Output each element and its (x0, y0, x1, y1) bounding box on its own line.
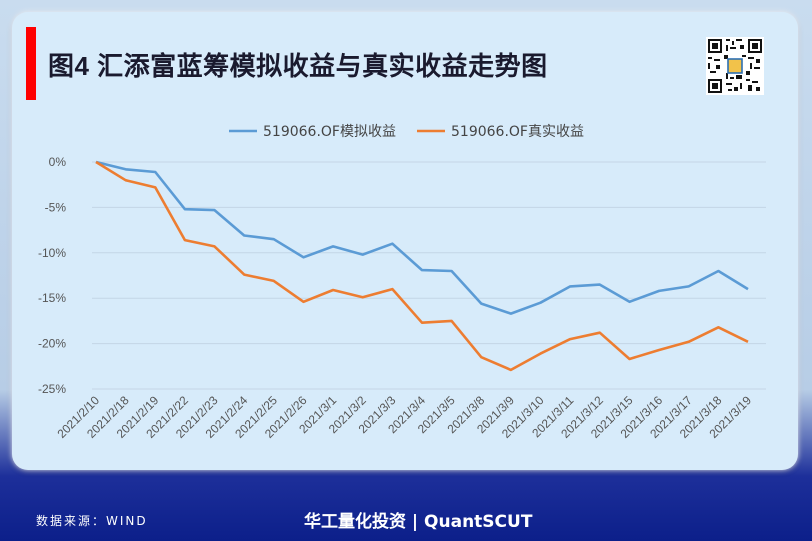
y-tick-label: -5% (45, 200, 67, 214)
x-axis-tick-labels: 2021/2/102021/2/182021/2/192021/2/222021… (54, 393, 754, 441)
y-tick-label: 0% (49, 155, 67, 169)
brand-footer: 华工量化投资 | QuantSCUT (304, 512, 533, 532)
chart-card (12, 12, 798, 470)
y-tick-label: -25% (38, 382, 66, 396)
data-source-note: 数据来源：WIND (36, 514, 148, 528)
y-tick-label: -10% (38, 246, 66, 260)
chart-title: 图4 汇添富蓝筹模拟收益与真实收益走势图 (48, 51, 548, 81)
series-line-1 (95, 160, 749, 372)
title-accent-bar (26, 27, 36, 100)
qr-code-icon (706, 37, 764, 95)
chart-legend: 519066.OF模拟收益 519066.OF真实收益 (229, 124, 584, 140)
legend-label: 519066.OF模拟收益 (263, 124, 396, 140)
y-tick-label: -20% (38, 337, 66, 351)
series-line-0 (95, 160, 749, 315)
grid-lines (92, 161, 766, 390)
series-lines (95, 160, 749, 372)
y-axis-tick-labels: 0% -5% -10% -15% -20% -25% (38, 155, 66, 396)
y-tick-label: -15% (38, 291, 66, 305)
legend-label: 519066.OF真实收益 (451, 124, 584, 140)
